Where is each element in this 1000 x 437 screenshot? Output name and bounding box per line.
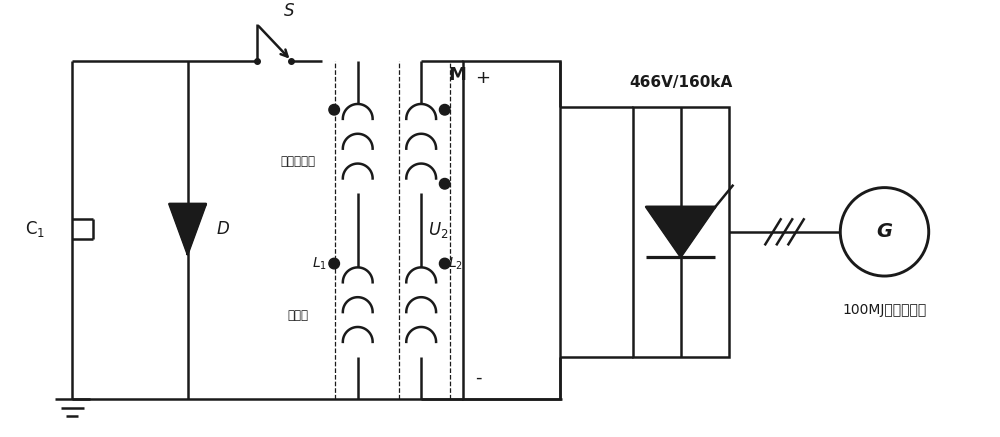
Text: +: +	[475, 69, 490, 87]
Text: D: D	[216, 220, 229, 238]
Text: S: S	[284, 2, 294, 21]
Text: 100MJ脉冲发电机: 100MJ脉冲发电机	[842, 303, 927, 317]
Circle shape	[439, 178, 450, 189]
Circle shape	[439, 258, 450, 269]
Text: -: -	[475, 369, 482, 387]
Text: G: G	[877, 222, 893, 241]
Text: $L_2$: $L_2$	[448, 255, 463, 272]
Bar	[633, 107, 729, 357]
Text: 466V/160kA: 466V/160kA	[629, 75, 732, 90]
Text: $L_1$: $L_1$	[312, 255, 327, 272]
Text: 双线圈: 双线圈	[288, 309, 309, 322]
Text: M: M	[448, 66, 466, 84]
Circle shape	[329, 104, 339, 115]
Circle shape	[329, 258, 339, 269]
Text: C$_1$: C$_1$	[25, 219, 45, 239]
Bar	[463, 61, 560, 399]
Polygon shape	[169, 204, 206, 254]
Text: U$_2$: U$_2$	[428, 220, 449, 240]
Polygon shape	[646, 207, 715, 257]
Circle shape	[439, 104, 450, 115]
Text: 去耦变压器: 去耦变压器	[281, 155, 316, 168]
